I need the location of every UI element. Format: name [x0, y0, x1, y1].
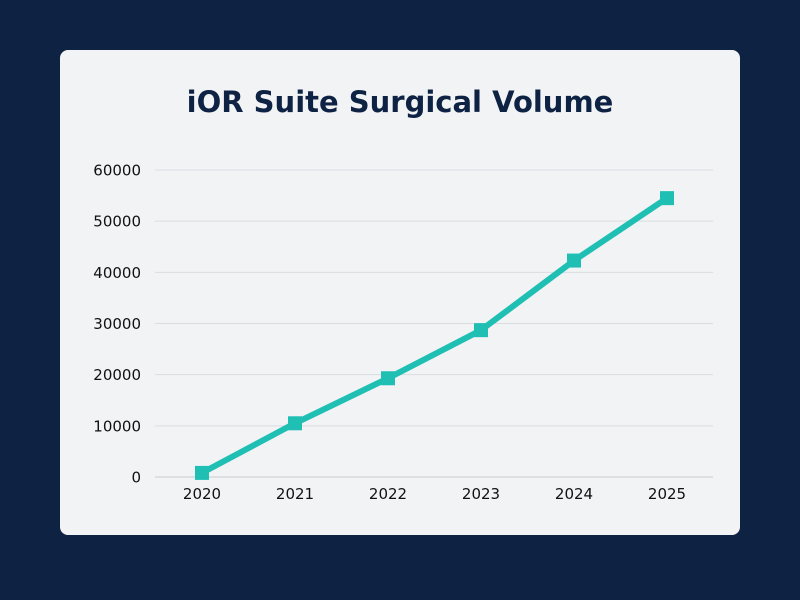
y-tick-label: 60000 — [93, 162, 141, 180]
data-point-marker — [660, 191, 674, 206]
y-tick-label: 0 — [131, 469, 141, 487]
x-tick-label: 2022 — [369, 485, 407, 503]
data-point-marker — [567, 253, 581, 268]
chart-title: iOR Suite Surgical Volume — [186, 85, 614, 119]
y-tick-label: 40000 — [93, 264, 141, 282]
x-tick-label: 2023 — [462, 485, 500, 503]
y-tick-label: 50000 — [93, 213, 141, 231]
series-layer — [195, 191, 674, 480]
y-tick-label: 30000 — [93, 315, 141, 333]
data-point-marker — [195, 465, 209, 480]
y-axis-ticks: 0 10000 20000 30000 40000 50000 60000 — [93, 162, 141, 487]
x-tick-label: 2020 — [183, 485, 221, 503]
series-line — [199, 195, 670, 476]
x-tick-label: 2025 — [648, 485, 686, 503]
x-tick-label: 2021 — [276, 485, 314, 503]
data-point-marker — [474, 323, 488, 338]
x-tick-label: 2024 — [555, 485, 593, 503]
gridlines — [155, 169, 713, 478]
y-tick-label: 20000 — [93, 366, 141, 384]
data-point-marker — [381, 371, 395, 386]
y-tick-label: 10000 — [93, 417, 141, 435]
chart-card — [60, 50, 740, 535]
data-point-marker — [288, 416, 302, 431]
x-axis-ticks: 2020 2021 2022 2023 2024 2025 — [183, 485, 686, 503]
